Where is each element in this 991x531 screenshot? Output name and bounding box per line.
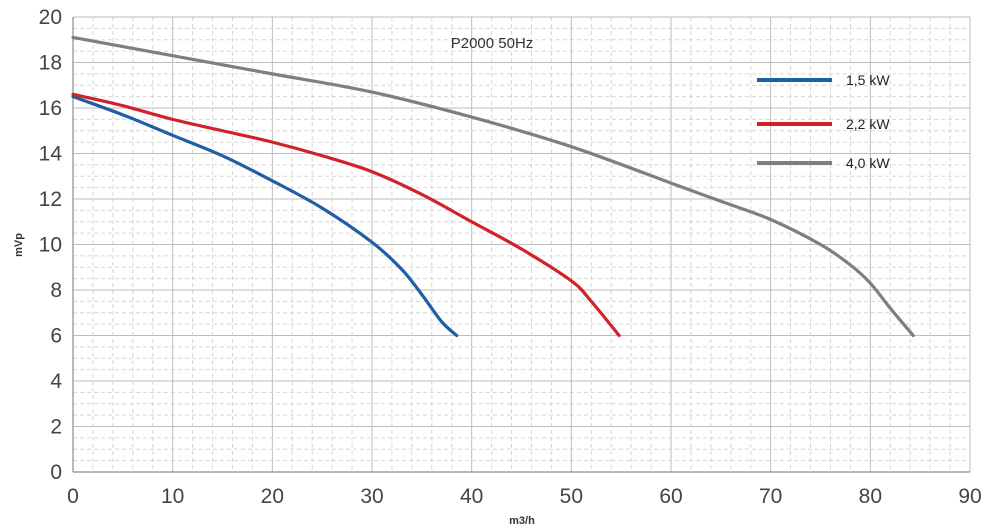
x-tick-label: 30 xyxy=(360,485,383,508)
chart-title: P2000 50Hz xyxy=(451,35,534,52)
y-tick-label: 12 xyxy=(39,188,62,211)
y-tick-label: 8 xyxy=(50,279,62,302)
x-tick-label: 10 xyxy=(161,485,184,508)
series-lines xyxy=(71,35,915,338)
x-tick-label: 90 xyxy=(958,485,981,508)
legend-label-4-0-kw: 4,0 kW xyxy=(846,155,890,171)
legend-label-2-2-kw: 2,2 kW xyxy=(846,116,890,132)
x-tick-label: 80 xyxy=(859,485,882,508)
x-tick-label: 60 xyxy=(659,485,682,508)
x-tick-labels: 0 10 20 30 40 50 60 70 80 90 xyxy=(67,485,982,508)
y-tick-label: 18 xyxy=(39,52,62,75)
x-tick-label: 50 xyxy=(560,485,583,508)
series-line-1-5-kw xyxy=(71,95,459,338)
y-tick-label: 16 xyxy=(39,97,62,120)
legend: 1,5 kW 2,2 kW 4,0 kW xyxy=(757,72,890,171)
y-tick-label: 10 xyxy=(39,234,62,257)
y-tick-labels: 0 2 4 6 8 10 12 14 16 18 20 xyxy=(39,6,63,484)
series-line-2-2-kw xyxy=(71,92,621,338)
x-axis-label: m3/h xyxy=(509,515,535,527)
x-tick-label: 0 xyxy=(67,485,79,508)
y-axis-label: mVp xyxy=(13,233,25,257)
y-tick-label: 2 xyxy=(50,416,62,439)
y-tick-label: 4 xyxy=(50,370,62,393)
legend-label-1-5-kw: 1,5 kW xyxy=(846,72,890,88)
y-tick-label: 6 xyxy=(50,325,62,348)
y-tick-label: 14 xyxy=(39,143,63,166)
y-tick-label: 0 xyxy=(50,461,62,484)
y-tick-label: 20 xyxy=(39,6,62,29)
x-tick-label: 70 xyxy=(759,485,782,508)
x-tick-label: 20 xyxy=(261,485,284,508)
x-tick-label: 40 xyxy=(460,485,483,508)
series-line-4-0-kw xyxy=(71,35,915,338)
